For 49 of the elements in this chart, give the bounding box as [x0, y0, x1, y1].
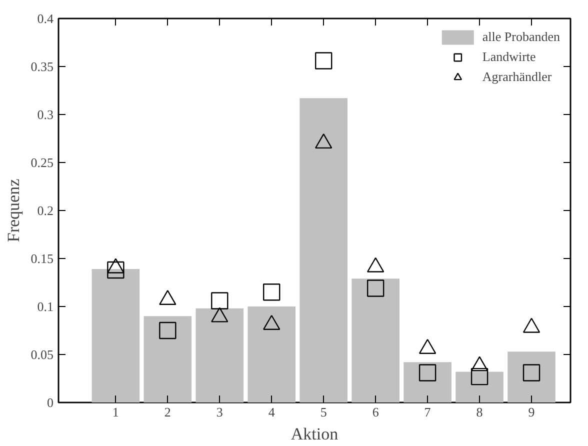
- point: [263, 284, 280, 301]
- point: [418, 338, 436, 354]
- x-tick-label: 5: [320, 404, 327, 420]
- x-tick-label: 6: [372, 404, 380, 420]
- point: [159, 290, 176, 305]
- point: [314, 133, 332, 149]
- x-tick-label: 3: [216, 404, 223, 420]
- y-tick-label: 0.4: [37, 11, 54, 26]
- legend-label: Landwirte: [482, 49, 536, 65]
- bar: [248, 306, 296, 402]
- bar: [196, 308, 244, 402]
- bar: [508, 352, 556, 402]
- point: [470, 356, 488, 372]
- point: [159, 322, 176, 340]
- x-tick-label: 8: [476, 404, 483, 420]
- y-tick-label: 0.35: [30, 59, 54, 74]
- bar: [404, 362, 452, 402]
- point: [211, 292, 228, 310]
- y-tick-label: 0.3: [37, 107, 54, 122]
- bar: [92, 269, 140, 402]
- point: [366, 280, 384, 297]
- bar: [352, 278, 400, 402]
- x-tick-label: 1: [112, 404, 119, 420]
- bar: [456, 372, 504, 402]
- bar: [144, 316, 192, 402]
- point: [107, 261, 124, 279]
- point: [366, 257, 384, 272]
- y-tick-label: 0: [47, 395, 54, 410]
- point: [522, 318, 540, 333]
- y-tick-label: 0.2: [37, 203, 54, 218]
- x-tick-label: 7: [424, 404, 432, 420]
- point: [418, 364, 436, 382]
- point: [107, 258, 124, 274]
- y-tick-label: 0.15: [30, 251, 54, 266]
- x-tick-label: 2: [164, 404, 171, 420]
- y-tick-label: 0.1: [37, 299, 54, 314]
- legend-label: alle Probanden: [482, 29, 560, 45]
- legend-label: Agrarhändler: [482, 69, 552, 85]
- x-tick-label: 4: [268, 404, 276, 420]
- x-tick-label: 9: [528, 404, 535, 420]
- bar: [300, 98, 348, 402]
- point: [470, 368, 488, 386]
- y-tick-label: 0.05: [30, 347, 54, 362]
- point: [211, 307, 228, 322]
- y-axis-title: Frequenz: [4, 178, 23, 242]
- point: [263, 314, 280, 330]
- y-tick-label: 0.25: [30, 155, 54, 170]
- x-axis-title: Aktion: [290, 424, 339, 444]
- point: [314, 52, 332, 70]
